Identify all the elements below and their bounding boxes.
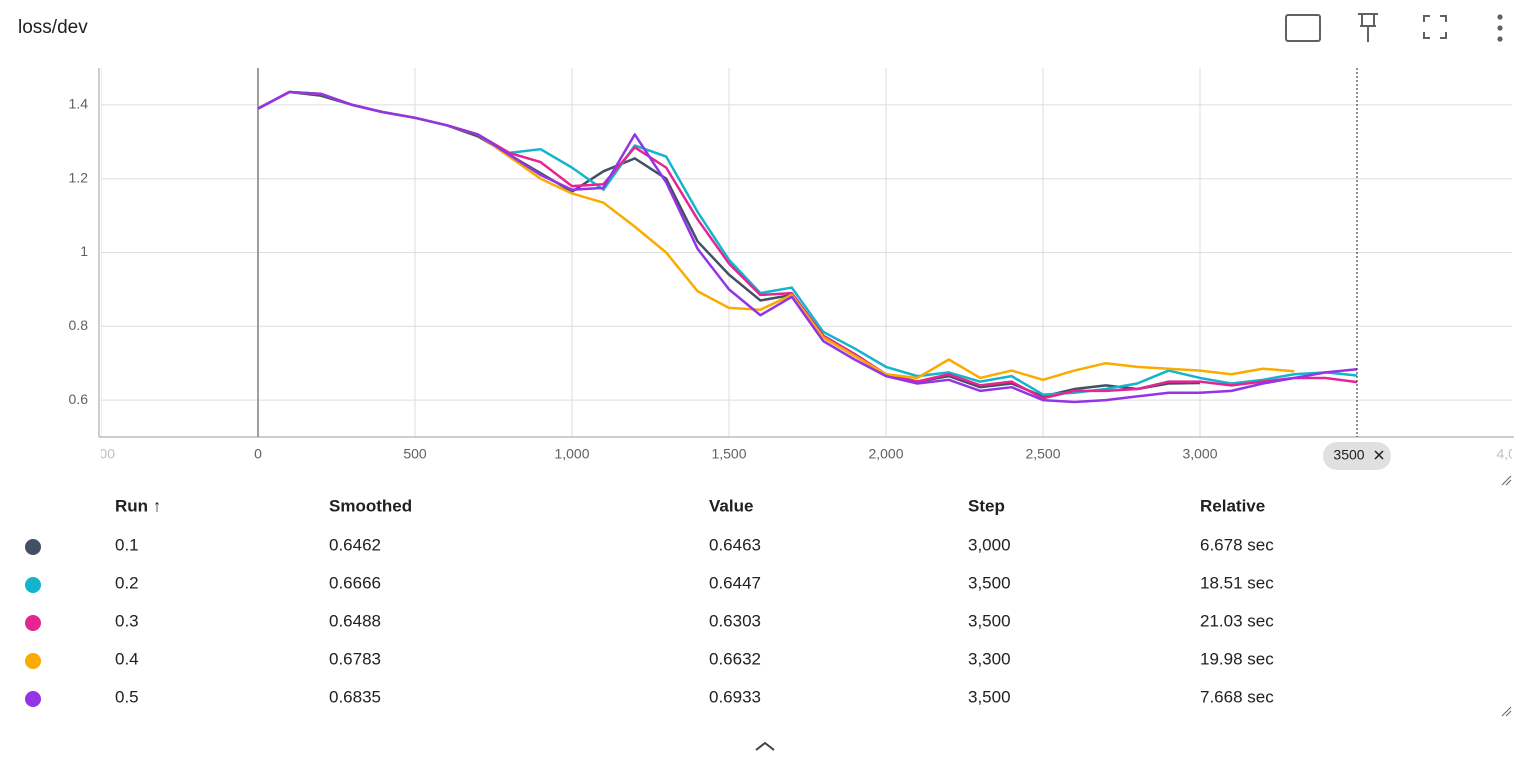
cursor-label: 3500 bbox=[1333, 447, 1364, 463]
series-line bbox=[257, 90, 1295, 382]
y-tick-label: 1.2 bbox=[69, 169, 89, 185]
cell: 19.98 sec bbox=[1200, 649, 1274, 668]
plot: -500 0 500 1,000 1,500 2,000 2,500 3,000 4,000 0.… bbox=[69, 68, 1531, 470]
resize-handle[interactable] bbox=[1501, 706, 1512, 717]
x-tick-label: 1,500 bbox=[711, 446, 746, 462]
column-header: Value bbox=[709, 496, 753, 515]
cell: 0.1 bbox=[115, 535, 139, 554]
cell: 3,500 bbox=[968, 687, 1011, 706]
run-color bbox=[25, 691, 41, 707]
cell: 0.6447 bbox=[709, 573, 761, 592]
pin-button[interactable] bbox=[1358, 13, 1378, 42]
resize-handle[interactable] bbox=[1501, 475, 1512, 486]
x-tick-label: -500 bbox=[87, 446, 115, 462]
x-tick-label: 2,000 bbox=[868, 446, 903, 462]
cell: 0.6462 bbox=[329, 535, 381, 554]
cell: 3,500 bbox=[968, 573, 1011, 592]
column-header: Smoothed bbox=[329, 496, 412, 515]
column-header: Step bbox=[968, 496, 1005, 515]
run-color bbox=[25, 653, 41, 669]
series-line bbox=[257, 90, 1358, 404]
x-tick-label: 2,500 bbox=[1025, 446, 1060, 462]
cell: 3,000 bbox=[968, 535, 1011, 554]
cell: 0.6933 bbox=[709, 687, 761, 706]
x-tick-label: 1,000 bbox=[554, 446, 589, 462]
run-color bbox=[25, 577, 41, 593]
data-table: Run ↑ Smoothed Value Step Relative 0.1 0.6462 0… bbox=[25, 496, 1274, 707]
fit-domain-button[interactable] bbox=[1285, 14, 1321, 42]
cell: 3,300 bbox=[968, 649, 1011, 668]
column-header: Run ↑ bbox=[115, 496, 161, 515]
x-tick-label: 0 bbox=[254, 446, 262, 462]
cell: 0.5 bbox=[115, 687, 139, 706]
cell: 0.4 bbox=[115, 649, 139, 668]
cell: 7.668 sec bbox=[1200, 687, 1274, 706]
cell: 21.03 sec bbox=[1200, 611, 1274, 630]
cell: 6.678 sec bbox=[1200, 535, 1274, 554]
plot-area: -500 0 500 1,000 1,500 2,000 2,500 3,000 4,000 bbox=[87, 68, 1531, 462]
cell: 0.6835 bbox=[329, 687, 381, 706]
cell: 0.3 bbox=[115, 611, 139, 630]
x-tick-label: 4,000 bbox=[1496, 446, 1531, 462]
cell: 0.6463 bbox=[709, 535, 761, 554]
collapse-button[interactable] bbox=[755, 741, 775, 751]
cell: 0.6666 bbox=[329, 573, 381, 592]
toolbar bbox=[1285, 13, 1503, 42]
series-line bbox=[257, 90, 1358, 400]
y-tick-label: 0.6 bbox=[69, 391, 89, 407]
run-color bbox=[25, 539, 41, 555]
run-color bbox=[25, 615, 41, 631]
cell: 18.51 sec bbox=[1200, 573, 1274, 592]
x-tick-label: 500 bbox=[403, 446, 427, 462]
x-tick-label: 3,000 bbox=[1182, 446, 1217, 462]
y-tick-label: 0.8 bbox=[69, 317, 89, 333]
fullscreen-button[interactable] bbox=[1423, 15, 1447, 39]
cell: 0.6783 bbox=[329, 649, 381, 668]
series-line bbox=[257, 90, 1358, 396]
more-button[interactable] bbox=[1497, 14, 1503, 42]
cell: 0.6303 bbox=[709, 611, 761, 630]
cell: 0.6488 bbox=[329, 611, 381, 630]
card-title: loss/dev bbox=[18, 17, 88, 38]
cell: 0.6632 bbox=[709, 649, 761, 668]
y-tick-label: 1 bbox=[80, 243, 88, 259]
y-tick-label: 1.4 bbox=[69, 96, 89, 112]
cell: 0.2 bbox=[115, 573, 139, 592]
column-header: Relative bbox=[1200, 496, 1265, 515]
cursor-clear bbox=[1374, 450, 1384, 460]
cell: 3,500 bbox=[968, 611, 1011, 630]
cursor-chip bbox=[1323, 442, 1391, 470]
